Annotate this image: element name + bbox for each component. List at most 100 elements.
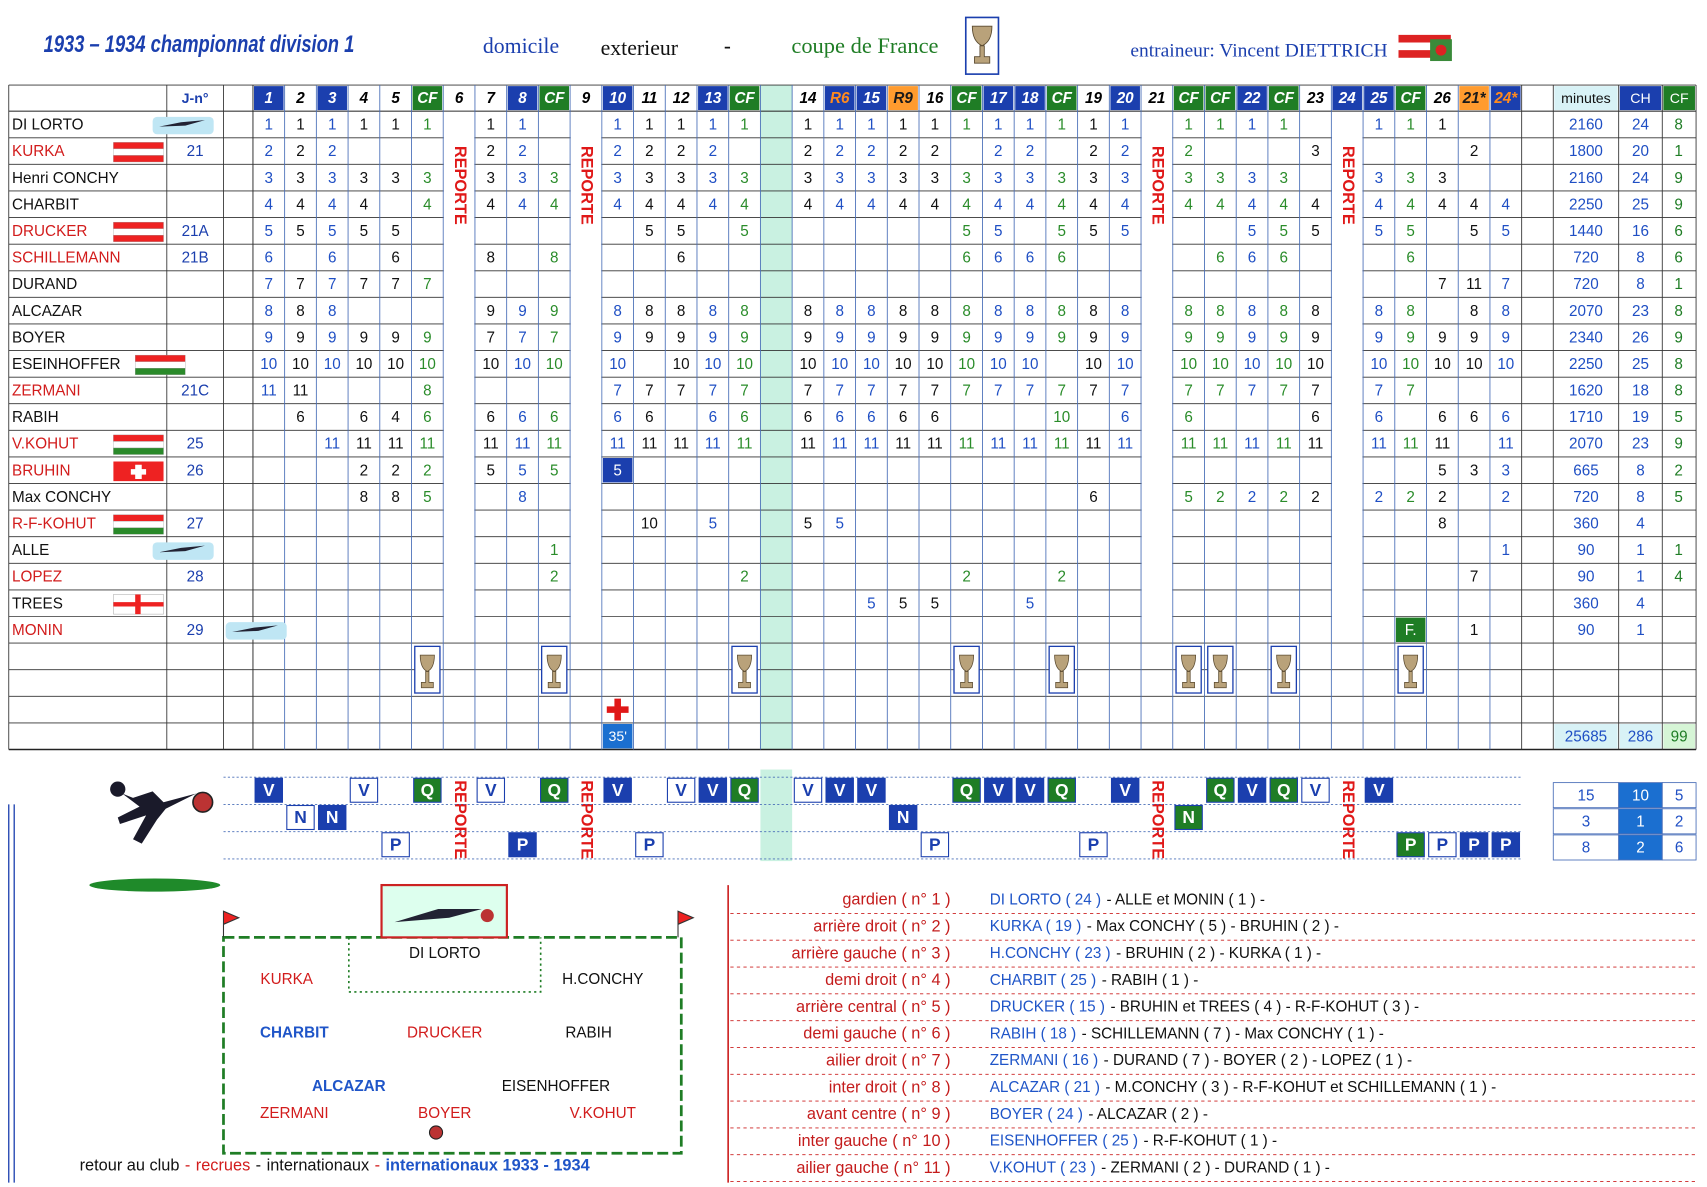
flag-stripe bbox=[113, 221, 164, 229]
summary-cell bbox=[1552, 808, 1620, 835]
player-name: R-F-KOHUT bbox=[12, 516, 96, 533]
total-minutes: 1800 bbox=[1569, 143, 1603, 160]
cell-value: 2 bbox=[677, 143, 685, 160]
cell-value: 6 bbox=[835, 409, 843, 426]
pitch-shadow bbox=[89, 878, 221, 892]
cell-value: 10 bbox=[1117, 356, 1134, 373]
trophy bbox=[731, 645, 758, 694]
lineup-player: EISENHOFFER bbox=[502, 1078, 610, 1095]
cell-value: 9 bbox=[899, 329, 907, 346]
cell-value: 5 bbox=[613, 462, 621, 479]
badge-keeper bbox=[225, 622, 287, 640]
header-cell bbox=[1046, 86, 1077, 111]
cell-value: 11 bbox=[800, 436, 816, 453]
cell-value: 9 bbox=[265, 329, 273, 346]
cell-value: 4 bbox=[1470, 196, 1479, 213]
badge-keeper bbox=[152, 116, 214, 135]
cell-value: 10 bbox=[514, 356, 531, 373]
total-cf: 6 bbox=[1674, 250, 1682, 267]
player-name: ALLE bbox=[12, 542, 49, 559]
column-label: 23 bbox=[1306, 90, 1324, 107]
column-label: 12 bbox=[673, 90, 690, 107]
header-cell bbox=[285, 86, 316, 111]
cell-value: 4 bbox=[645, 196, 654, 213]
cell-value: 4 bbox=[740, 196, 749, 213]
result-box bbox=[698, 777, 728, 803]
cell-value: 1 bbox=[613, 117, 621, 134]
summary-value: 10 bbox=[1632, 787, 1649, 804]
cell-value: 8 bbox=[1058, 303, 1066, 320]
cell-value: 4 bbox=[1058, 196, 1067, 213]
position-players: DI LORTO ( 24 ) - ALLE et MONIN ( 1 ) - bbox=[990, 891, 1265, 908]
cell-value: 9 bbox=[1184, 329, 1192, 346]
cell-value: 2 bbox=[835, 143, 843, 160]
trophy bbox=[1397, 645, 1424, 694]
summary-cell bbox=[1552, 834, 1620, 861]
badge-england bbox=[113, 594, 164, 615]
cell-value: 1 bbox=[1406, 117, 1414, 134]
cell-value: 10 bbox=[736, 356, 753, 373]
cell-value: 8 bbox=[1375, 303, 1383, 320]
cell-value: 11 bbox=[388, 436, 404, 453]
cell-value: 10 bbox=[1370, 356, 1387, 373]
result: V bbox=[707, 780, 719, 800]
result-box bbox=[1110, 777, 1140, 803]
cell-value: 2 bbox=[1280, 489, 1288, 506]
cell-value: 11 bbox=[673, 436, 689, 453]
cell-value: 3 bbox=[1058, 170, 1066, 187]
lineup-player: RABIH bbox=[565, 1024, 612, 1041]
cell-value: 6 bbox=[1311, 409, 1319, 426]
cell-value: 10 bbox=[958, 356, 975, 373]
cell-value: 2 bbox=[867, 143, 875, 160]
flag-stripe bbox=[113, 148, 164, 156]
cell-value: 5 bbox=[645, 223, 653, 240]
position-players: DRUCKER ( 15 ) - BRUHIN et TREES ( 4 ) - … bbox=[990, 999, 1419, 1016]
cell-value: 1 bbox=[1216, 117, 1224, 134]
joined-number: 21C bbox=[181, 383, 209, 400]
summary-cell bbox=[1661, 782, 1697, 809]
cell-value: 1 bbox=[1438, 117, 1446, 134]
cell-value: 10 bbox=[831, 356, 848, 373]
header-cell bbox=[507, 86, 538, 111]
cell-value: 1 bbox=[804, 117, 812, 134]
lineup-player: ALCAZAR bbox=[312, 1078, 386, 1095]
cell-value: 3 bbox=[645, 170, 653, 187]
lineup-player: CHARBIT bbox=[260, 1024, 329, 1041]
flag-stripe bbox=[113, 235, 164, 242]
cell-value: 6 bbox=[391, 250, 399, 267]
cell-value: 7 bbox=[645, 383, 653, 400]
cell-value: 6 bbox=[1470, 409, 1478, 426]
column-label: 9 bbox=[582, 90, 591, 107]
cell-value: 7 bbox=[740, 383, 748, 400]
position-players: V.KOHUT ( 23 ) - ZERMANI ( 2 ) - DURAND (… bbox=[990, 1160, 1330, 1177]
player-name: SCHILLEMANN bbox=[12, 250, 120, 267]
cell-value: 2 bbox=[804, 143, 812, 160]
cell-value: 5 bbox=[487, 462, 495, 479]
cell-value: 11 bbox=[1212, 436, 1228, 453]
footer-part: - bbox=[375, 1157, 380, 1175]
total-minutes: 1710 bbox=[1569, 409, 1603, 426]
joined-number: 21A bbox=[182, 223, 210, 240]
cell-value: 10 bbox=[704, 356, 721, 373]
cell-value: 8 bbox=[1089, 303, 1097, 320]
cell-value: 4 bbox=[518, 196, 527, 213]
player-name: DRUCKER bbox=[12, 223, 87, 240]
postponed-label: REPORTE bbox=[578, 146, 596, 225]
legend-cup: coupe de France bbox=[791, 34, 938, 58]
cell-value: 10 bbox=[292, 356, 309, 373]
postponed-label: REPORTE bbox=[1149, 780, 1167, 859]
cell-value: 5 bbox=[360, 223, 368, 240]
cell-value: 5 bbox=[1502, 223, 1510, 240]
cell-value: 10 bbox=[990, 356, 1007, 373]
cell-value: 3 bbox=[1216, 170, 1224, 187]
result: V bbox=[485, 780, 497, 800]
joined-number: 28 bbox=[187, 569, 204, 586]
flag-stripe bbox=[113, 434, 164, 442]
total-minutes: 1440 bbox=[1569, 223, 1603, 240]
cell-value: 7 bbox=[867, 383, 875, 400]
cell-value: 4 bbox=[931, 196, 940, 213]
total-cf: 4 bbox=[1674, 569, 1683, 586]
header-cell bbox=[888, 86, 918, 111]
position-main: CHARBIT ( 25 ) bbox=[990, 972, 1097, 989]
lineup-player: V.KOHUT bbox=[570, 1105, 636, 1122]
